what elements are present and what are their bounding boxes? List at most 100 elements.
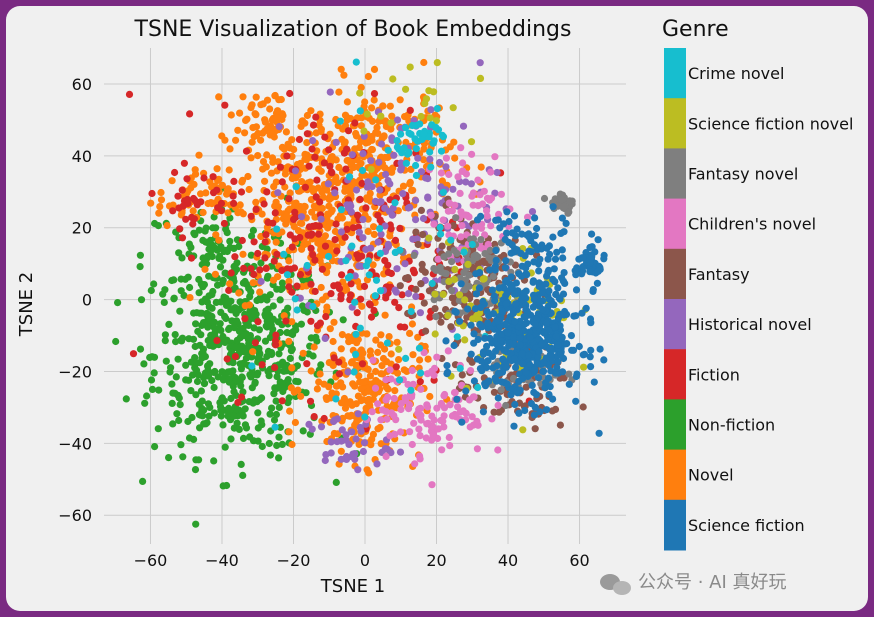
point-fiction [278, 178, 286, 186]
point-novel [346, 412, 354, 420]
point-non-fiction [154, 425, 162, 433]
point-science-fiction [531, 232, 539, 240]
point-novel [288, 318, 296, 326]
point-fiction [316, 198, 324, 206]
point-non-fiction [210, 324, 218, 332]
point-fiction [326, 162, 334, 170]
point-crime-novel [397, 130, 405, 138]
point-novel [381, 311, 389, 319]
point-historical-novel [388, 211, 396, 219]
point-science-fiction [502, 257, 510, 265]
point-novel [319, 296, 327, 304]
point-novel [370, 230, 378, 239]
point-fiction [391, 298, 399, 306]
point-science-fiction [587, 363, 595, 371]
point-science-fiction [560, 311, 568, 319]
point-novel [155, 209, 163, 217]
point-non-fiction [275, 454, 283, 462]
point-non-fiction [202, 259, 210, 267]
point-novel [424, 355, 432, 363]
point-historical-novel [333, 438, 341, 446]
point-science-fiction [510, 212, 519, 220]
point-non-fiction [219, 482, 227, 490]
point-science-fiction [501, 235, 509, 244]
point-novel [393, 338, 401, 346]
point-non-fiction [219, 276, 227, 284]
point-non-fiction [262, 307, 270, 315]
point-fiction [384, 268, 392, 276]
point-science-fiction [557, 351, 565, 360]
point-fiction [288, 288, 296, 296]
point-children-s-novel [497, 190, 505, 198]
point-children-s-novel [440, 392, 448, 400]
point-novel [280, 145, 288, 153]
point-fantasy [417, 206, 425, 214]
colorbar-legend: Crime novel Science fiction novel Fantasy … [664, 48, 853, 551]
point-novel [147, 199, 155, 207]
point-non-fiction [249, 226, 257, 234]
point-crime-novel [396, 376, 404, 384]
point-non-fiction [248, 232, 256, 240]
point-novel [337, 399, 345, 407]
point-fantasy [449, 222, 457, 230]
point-science-fiction [467, 321, 475, 329]
point-non-fiction [277, 285, 285, 294]
point-fiction [247, 265, 255, 273]
colorbar-title: Genre [662, 17, 729, 42]
point-science-fiction [522, 369, 530, 377]
point-children-s-novel [440, 412, 448, 420]
point-non-fiction [200, 281, 208, 289]
point-fiction [260, 200, 268, 208]
point-historical-novel [462, 178, 470, 186]
point-children-s-novel [472, 223, 480, 231]
colorbar-label-fantasy-novel: Fantasy novel [688, 165, 798, 184]
point-non-fiction [210, 457, 218, 465]
point-non-fiction [255, 326, 263, 334]
point-science-fiction [457, 280, 465, 288]
point-children-s-novel [430, 220, 438, 228]
point-historical-novel [449, 185, 457, 193]
point-fiction [347, 291, 355, 299]
point-historical-novel [417, 168, 426, 176]
point-science-fiction [525, 233, 533, 241]
point-non-fiction [258, 442, 266, 451]
point-non-fiction [217, 406, 225, 414]
point-novel [168, 177, 176, 185]
point-fiction [187, 254, 196, 262]
x-tick-label: −60 [134, 551, 168, 570]
point-novel [344, 333, 352, 341]
point-children-s-novel [459, 159, 467, 167]
point-novel [186, 294, 194, 302]
point-science-fiction [483, 308, 491, 316]
point-science-fiction-novel [451, 265, 459, 273]
point-non-fiction [195, 400, 203, 408]
point-fiction [342, 165, 350, 173]
point-non-fiction [172, 373, 180, 381]
point-novel [379, 354, 388, 363]
point-fiction [409, 266, 417, 274]
point-science-fiction [536, 298, 544, 306]
point-fantasy-novel [460, 269, 468, 277]
figure: −60 −40 −20 0 20 40 60 −60 −40 −20 0 20 40 60 TSNE Vi… [6, 6, 868, 611]
point-fantasy [396, 282, 404, 290]
point-historical-novel [397, 166, 405, 174]
point-novel [294, 386, 302, 394]
point-children-s-novel [369, 356, 377, 364]
point-science-fiction [503, 380, 511, 388]
point-science-fiction [558, 274, 566, 282]
point-historical-novel [377, 140, 386, 148]
point-fantasy-novel [440, 269, 448, 277]
point-crime-novel [417, 369, 425, 377]
point-non-fiction [280, 367, 288, 375]
point-novel [407, 186, 416, 195]
point-historical-novel [348, 151, 356, 159]
point-non-fiction [188, 371, 197, 379]
point-science-fiction [474, 335, 482, 344]
point-science-fiction-novel [363, 110, 371, 118]
point-science-fiction [473, 355, 481, 363]
point-non-fiction [187, 387, 195, 395]
point-children-s-novel [487, 168, 495, 176]
point-science-fiction [450, 341, 458, 350]
point-science-fiction [496, 369, 504, 377]
point-non-fiction [302, 389, 310, 397]
